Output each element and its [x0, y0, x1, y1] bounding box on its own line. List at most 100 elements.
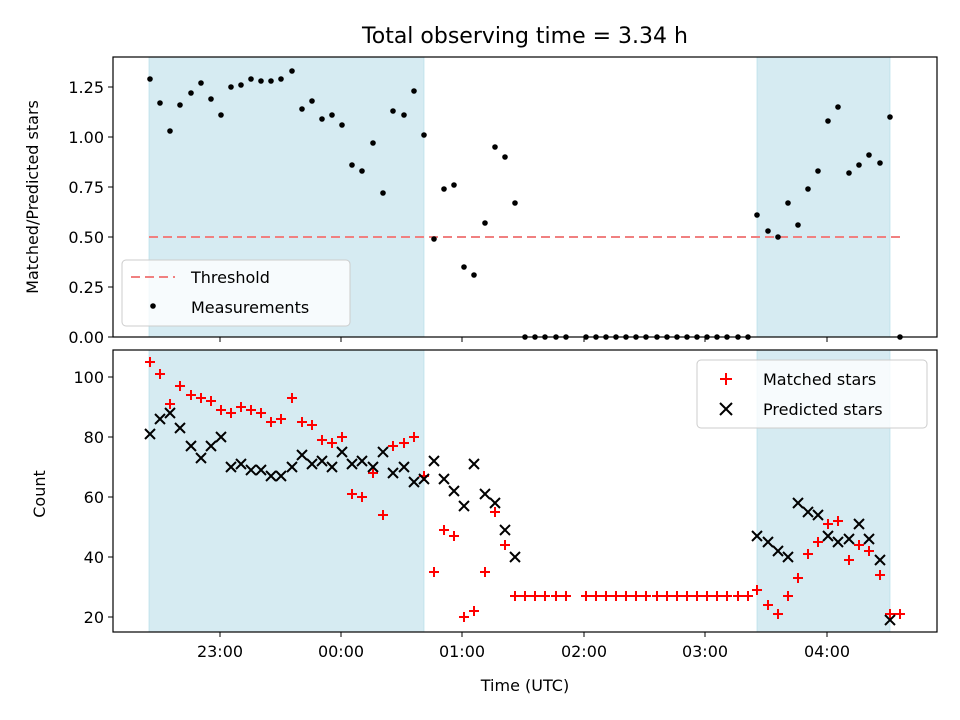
legend-predicted-label: Predicted stars: [763, 400, 883, 419]
bottom-axes: 20 40 60 80 100 23:00 00:00 01:00 02:00 03:00 04:0…: [30, 349, 938, 695]
matched-star-point: [692, 591, 702, 601]
measurement-point: [198, 80, 204, 86]
matched-star-point: [145, 357, 155, 367]
measurement-point: [349, 162, 355, 168]
measurement-point: [370, 140, 376, 146]
matched-star-point: [510, 591, 520, 601]
matched-star-point: [266, 417, 276, 427]
matched-star-point: [773, 609, 783, 619]
legend-box: [121, 259, 351, 327]
matched-star-point: [480, 567, 490, 577]
matched-star-point: [246, 405, 256, 415]
predicted-star-point: [772, 545, 784, 557]
measurement-point: [785, 200, 791, 206]
measurement-point: [765, 228, 771, 234]
y-tick-label: 40: [84, 548, 104, 567]
predicted-star-point: [843, 533, 855, 545]
matched-star-point: [551, 591, 561, 601]
y-tick-label: 20: [84, 608, 104, 627]
matched-star-point: [226, 408, 236, 418]
predicted-star-point: [762, 536, 774, 548]
predicted-star-point: [448, 485, 460, 497]
matched-star-point: [399, 438, 409, 448]
matched-star-point: [317, 435, 327, 445]
matched-star-point: [702, 591, 712, 601]
measurement-point: [188, 90, 194, 96]
predicted-star-point: [367, 461, 379, 473]
observing-window-band-top-1: [756, 56, 891, 338]
predicted-star-point: [782, 551, 794, 563]
y-tick-label: 0.75: [68, 178, 104, 197]
matched-star-point: [175, 381, 185, 391]
measurement-point: [289, 68, 295, 74]
matched-star-point: [206, 396, 216, 406]
predicted-star-point: [286, 461, 298, 473]
measurement-point: [208, 96, 214, 102]
measurement-point: [805, 186, 811, 192]
matched-star-point: [155, 369, 165, 379]
matched-star-point: [540, 591, 550, 601]
legend-bottom: Matched stars Predicted stars: [696, 359, 928, 429]
measurement-point: [795, 222, 801, 228]
matched-star-point: [216, 405, 226, 415]
matched-star-point: [186, 390, 196, 400]
observing-window-band-bottom-0: [148, 349, 425, 633]
y-axis-label: Matched/Predicted stars: [23, 100, 42, 294]
y-tick-label: 0.00: [68, 328, 104, 347]
matched-star-point: [885, 609, 895, 619]
predicted-star-point: [802, 506, 814, 518]
predicted-star-point: [377, 446, 389, 458]
measurement-point: [238, 82, 244, 88]
legend-matched-label: Matched stars: [763, 370, 876, 389]
measurement-point: [167, 128, 173, 134]
y-tick-label: 60: [84, 488, 104, 507]
predicted-star-point: [346, 458, 358, 470]
matched-star-point: [236, 402, 246, 412]
measurement-point: [887, 114, 893, 120]
measurement-point: [157, 100, 163, 106]
measurement-point: [228, 84, 234, 90]
matched-star-point: [347, 489, 357, 499]
legend-box: [696, 359, 928, 429]
matched-star-point: [307, 420, 317, 430]
measurement-point: [177, 102, 183, 108]
matched-star-point: [439, 525, 449, 535]
measurement-point: [218, 112, 224, 118]
measurement-point: [380, 190, 386, 196]
matched-star-point: [752, 585, 762, 595]
matched-star-point: [662, 591, 672, 601]
measurement-point: [390, 108, 396, 114]
predicted-star-point: [812, 509, 824, 521]
matched-star-point: [520, 591, 530, 601]
matched-star-point: [631, 591, 641, 601]
predicted-star-point: [164, 407, 176, 419]
measurement-point: [825, 118, 831, 124]
matched-star-point: [378, 510, 388, 520]
measurement-point: [329, 112, 335, 118]
predicted-star-point: [822, 530, 834, 542]
matched-star-point: [287, 393, 297, 403]
matched-star-point: [712, 591, 722, 601]
measurement-point: [441, 186, 447, 192]
matched-star-point: [621, 591, 631, 601]
predicted-star-point: [509, 551, 521, 563]
predicted-star-point: [479, 488, 491, 500]
matched-star-point: [823, 519, 833, 529]
predicted-star-point: [245, 464, 257, 476]
matched-star-point: [601, 591, 611, 601]
matched-star-point: [783, 591, 793, 601]
predicted-star-point: [832, 536, 844, 548]
matched-star-point: [864, 546, 874, 556]
measurement-point: [401, 112, 407, 118]
predicted-star-point: [275, 470, 287, 482]
predicted-star-point: [215, 431, 227, 443]
matched-star-point: [672, 591, 682, 601]
matched-star-point: [357, 492, 367, 502]
matched-star-point: [763, 600, 773, 610]
measurement-point: [492, 144, 498, 150]
measurement-point: [258, 78, 264, 84]
legend-measurement-swatch: [150, 303, 156, 309]
matched-star-point: [561, 591, 571, 601]
predicted-star-point: [468, 458, 480, 470]
